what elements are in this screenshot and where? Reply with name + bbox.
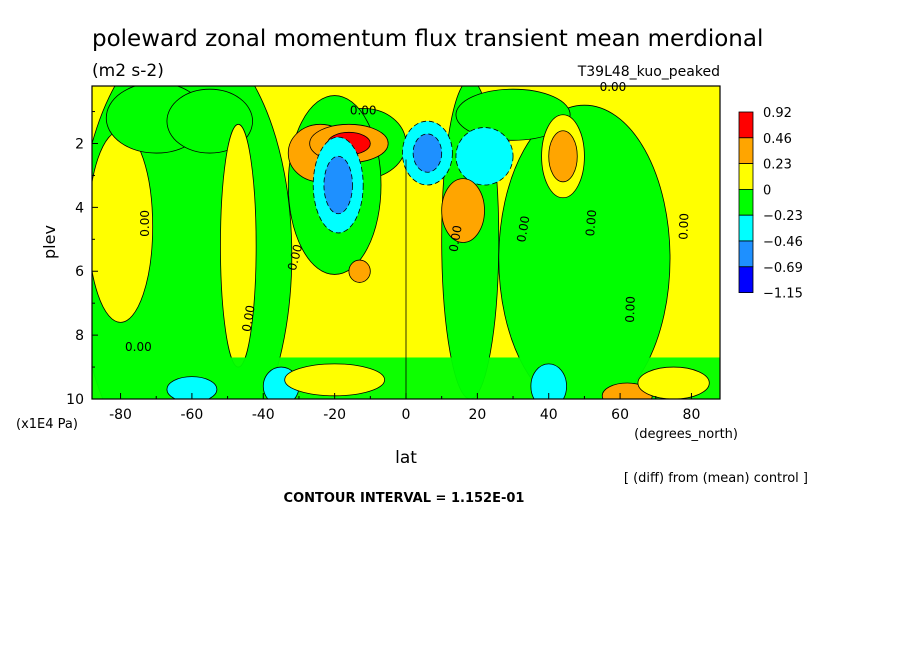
x-tick-label: 40 [540, 407, 558, 423]
colorbar: 0.92 0.46 0.23 0 −0.23 −0.46 −0.69 −1.15 [738, 106, 803, 302]
contour-region [166, 376, 218, 399]
colorbar-label: 0.23 [763, 158, 792, 173]
contour-label: 0.00 [600, 80, 627, 94]
contour-label: 0.00 [285, 243, 305, 272]
contour-label: 0.00 [446, 224, 464, 253]
x-axis-label: lat [395, 448, 417, 468]
y-tick-label: 4 [75, 200, 84, 216]
y-axis-label: plev [40, 225, 59, 259]
contour-label: 0.00 [125, 340, 152, 354]
contour-label: 0.00 [623, 296, 638, 323]
comparison-note: [ (diff) from (mean) control ] [624, 471, 808, 486]
x-tick-label: 60 [611, 407, 629, 423]
contour-label: 0.00 [239, 304, 257, 333]
colorbar-label: −0.23 [763, 209, 803, 224]
x-tick-label: -20 [323, 407, 346, 423]
contour-label: 0.00 [676, 213, 691, 240]
y-axis-units: (x1E4 Pa) [16, 417, 78, 432]
y-tick-label: 2 [75, 136, 84, 152]
colorbar-swatch [738, 163, 754, 190]
x-tick-label: -40 [252, 407, 275, 423]
colorbar-label: −0.69 [763, 261, 803, 276]
colorbar-label: −1.15 [763, 287, 803, 302]
experiment-label: T39L48_kuo_peaked [577, 64, 720, 80]
x-tick-label: 20 [468, 407, 486, 423]
colorbar-swatch [738, 111, 754, 139]
contour-region [637, 366, 710, 399]
contour-region [441, 178, 485, 243]
colorbar-label: 0 [763, 183, 771, 198]
colorbar-swatch [738, 240, 754, 268]
contour-region [412, 133, 443, 173]
y-tick-label: 6 [75, 264, 84, 280]
colorbar-label: 0.46 [763, 132, 792, 147]
colorbar-label: −0.46 [763, 235, 803, 250]
contour-labels: 0.00 0.00 0.00 0.00 0.00 0.00 0.00 0.00 0.00 0.00… [125, 80, 691, 354]
colorbar-swatch [738, 137, 754, 165]
colorbar-swatch [738, 266, 754, 293]
y-tick-label: 8 [75, 328, 84, 344]
contour-label: 0.00 [583, 209, 599, 237]
chart-units: (m2 s-2) [92, 61, 164, 81]
contour-region [530, 363, 567, 399]
x-tick-label: -80 [109, 407, 132, 423]
contour-label: 0.00 [514, 215, 532, 244]
x-axis-units: (degrees_north) [634, 427, 738, 442]
contour-region [348, 259, 371, 283]
contour-region [455, 127, 514, 186]
contour-label: 0.00 [138, 210, 152, 237]
contour-region [284, 363, 385, 397]
colorbar-swatch [738, 214, 754, 242]
colorbar-swatch [738, 188, 754, 216]
y-tick-label: 10 [66, 392, 84, 408]
chart-title: poleward zonal momentum flux transient m… [92, 26, 763, 52]
contour-region [548, 130, 578, 183]
contour-region [323, 155, 353, 215]
x-tick-label: 80 [683, 407, 701, 423]
contour-label: 0.00 [350, 104, 377, 118]
contour-interval: CONTOUR INTERVAL = 1.152E-01 [284, 491, 525, 506]
y-axis: 2 4 6 8 10 [66, 111, 98, 408]
x-axis: -80 -60 -40 -20 0 20 40 60 80 [109, 393, 700, 423]
colorbar-label: 0.92 [763, 106, 792, 121]
contour-region [498, 104, 671, 399]
x-tick-label: -60 [180, 407, 203, 423]
x-tick-label: 0 [402, 407, 411, 423]
